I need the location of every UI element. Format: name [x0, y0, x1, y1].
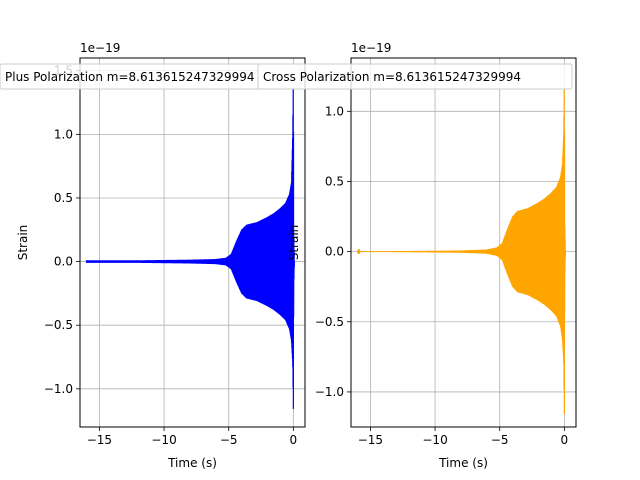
x-tick-label: −15 — [87, 433, 112, 447]
y-offset-text: 1e−19 — [80, 41, 120, 55]
cross-polarization-title-box: Cross Polarization m=8.613615247329994 — [257, 63, 573, 90]
plot-title: Plus Polarization m=8.613615247329994 — [5, 70, 255, 84]
y-tick-label: 1.0 — [325, 104, 344, 118]
axes-frame — [79, 57, 306, 428]
x-axis-label: Time (s) — [167, 456, 217, 470]
y-tick-label: −1.0 — [315, 385, 344, 399]
y-tick-label: 0.5 — [325, 174, 344, 188]
axes-frame — [350, 57, 577, 428]
y-axis-label: Strain — [16, 225, 30, 261]
plus-polarization-title-box: Plus Polarization m=8.613615247329994 — [0, 63, 301, 90]
y-tick-label: 0.0 — [54, 255, 73, 269]
y-tick-label: 0.0 — [325, 245, 344, 259]
y-tick-label: −0.5 — [44, 318, 73, 332]
x-tick-label: −10 — [151, 433, 176, 447]
cross-polarization-plot: −15 −10 −5 0 −1.0 −0.5 0.0 0.5 1.0 1e−19 Time (… — [287, 41, 577, 470]
y-tick-label: 0.5 — [54, 191, 73, 205]
y-offset-text: 1e−19 — [351, 41, 391, 55]
y-tick-label: −0.5 — [315, 315, 344, 329]
x-tick-label: −5 — [220, 433, 238, 447]
y-axis-label: Strain — [287, 225, 301, 261]
plot-marks — [356, 89, 566, 414]
x-tick-label: −5 — [491, 433, 509, 447]
x-tick-label: −15 — [358, 433, 383, 447]
x-axis-label: Time (s) — [438, 456, 488, 470]
x-tick-label: 0 — [561, 433, 569, 447]
plot-marks — [85, 85, 295, 409]
x-tick-label: 0 — [290, 433, 298, 447]
plot-title: Cross Polarization m=8.613615247329994 — [263, 70, 521, 84]
strain-waveform-line — [85, 85, 295, 409]
strain-waveform-line — [356, 89, 566, 414]
x-axis-ticks: −15 −10 −5 0 — [87, 427, 297, 447]
y-axis-ticks: −1.0 −0.5 0.0 0.5 1.0 — [315, 104, 351, 399]
x-tick-label: −10 — [422, 433, 447, 447]
x-axis-ticks: −15 −10 −5 0 — [358, 427, 568, 447]
title-box-background — [257, 63, 573, 90]
y-tick-label: −1.0 — [44, 382, 73, 396]
y-tick-label: 1.0 — [54, 127, 73, 141]
